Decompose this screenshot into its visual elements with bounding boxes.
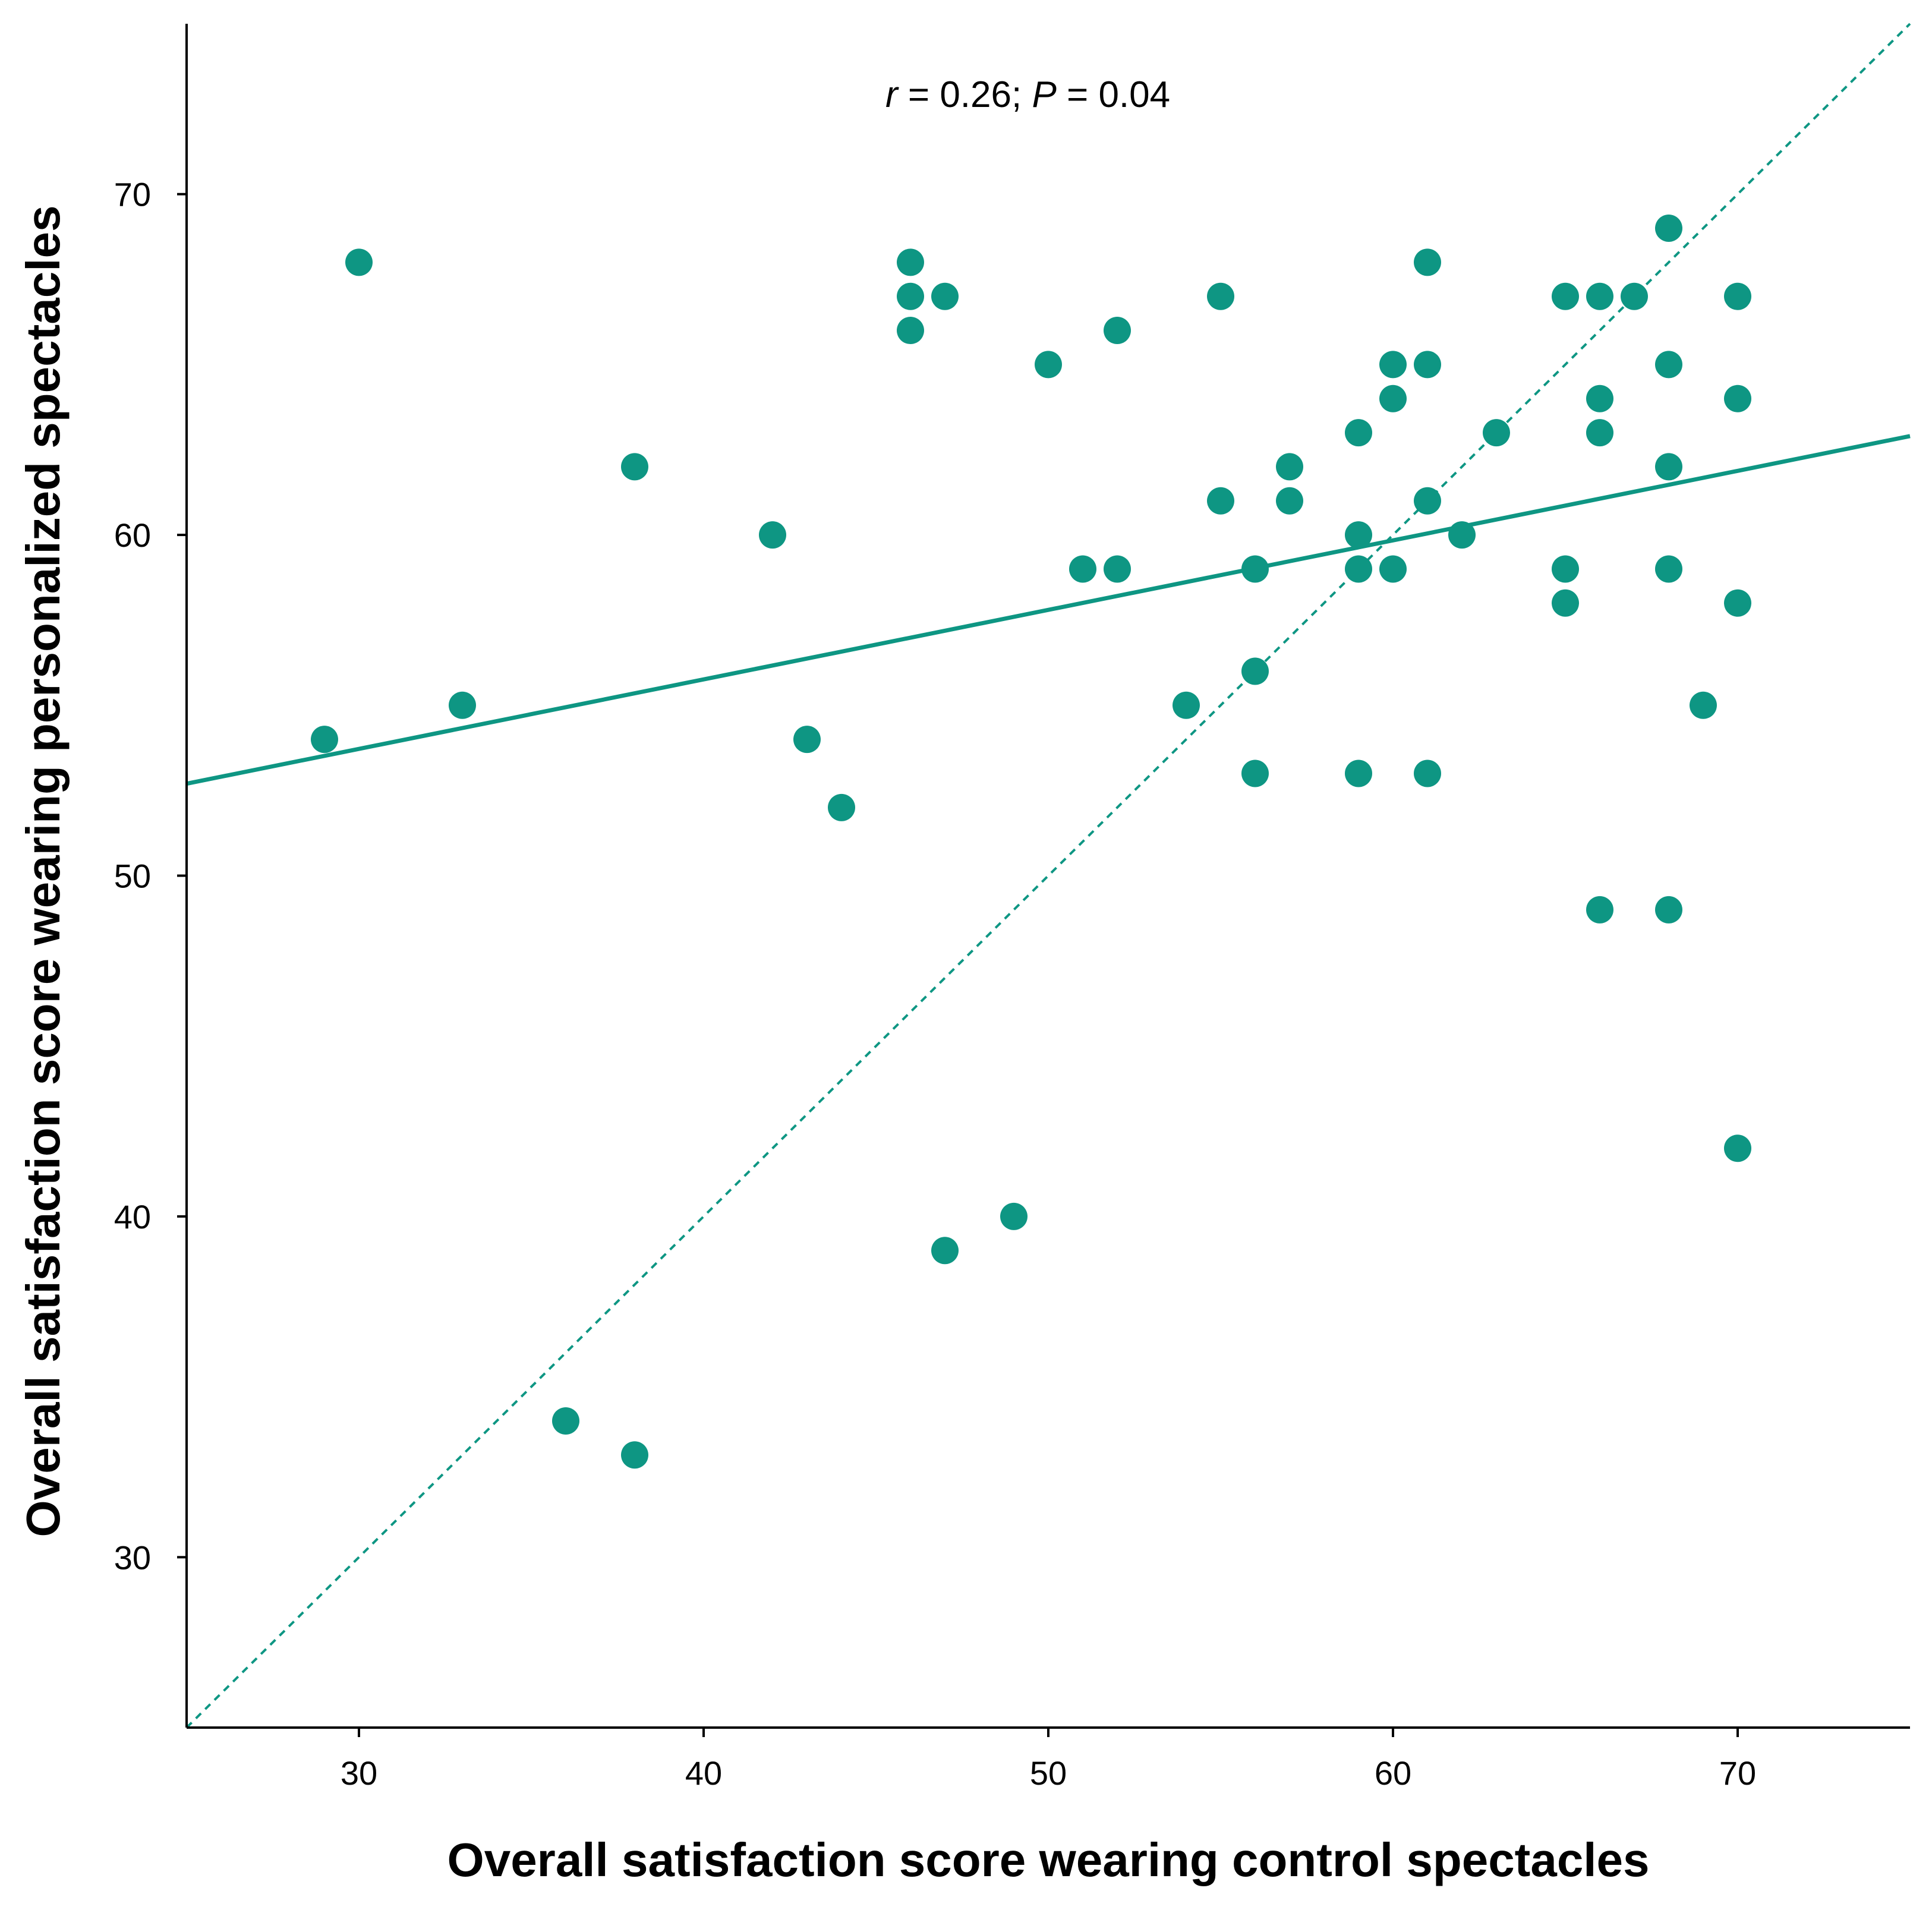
data-point [1104,555,1131,583]
data-point [311,726,338,754]
data-point [1724,282,1751,310]
data-point [552,1407,579,1435]
r-symbol: r [885,74,899,115]
data-point [1586,282,1613,310]
data-point [1241,759,1269,787]
x-ticks: 30 40 50 60 70 [341,1728,1756,1792]
data-point [931,282,959,310]
data-point [621,453,648,481]
data-point [828,793,855,821]
data-point [1724,1134,1751,1162]
x-tick-label: 40 [685,1754,722,1792]
x-tick-label: 70 [1719,1754,1756,1792]
data-point [1379,351,1407,379]
data-point [1655,215,1682,242]
data-point [1414,248,1441,276]
data-point [1276,487,1303,515]
data-point [1104,317,1131,345]
y-tick-label: 70 [114,176,151,213]
data-point [931,1237,959,1265]
data-point [1207,282,1234,310]
data-point [1414,759,1441,787]
data-point [1241,555,1269,583]
data-point [621,1441,648,1469]
data-point [1000,1202,1028,1230]
x-axis-title: Overall satisfaction score wearing contr… [447,1833,1649,1886]
data-point [1483,419,1510,447]
y-tick-label: 60 [114,516,151,554]
data-point [759,521,786,549]
y-tick-label: 30 [114,1539,151,1576]
data-point [1655,896,1682,924]
data-point [1552,555,1579,583]
data-point [1414,351,1441,379]
data-point [1621,282,1648,310]
correlation-annotation: r = 0.26; P = 0.04 [885,74,1170,115]
data-point [1345,759,1372,787]
data-points-layer [311,215,1751,1469]
identity-line [185,23,1911,1729]
data-point [1345,521,1372,549]
data-point [1069,555,1096,583]
y-tick-label: 40 [114,1198,151,1236]
y-ticks: 30 40 50 60 70 [114,176,187,1576]
data-point [1414,487,1441,515]
x-tick-label: 30 [341,1754,377,1792]
data-point [1586,385,1613,412]
data-point [1655,555,1682,583]
data-point [1552,589,1579,617]
data-point [1586,419,1613,447]
regression-line [186,434,1911,786]
data-point [897,317,924,345]
p-symbol: P [1032,74,1056,115]
data-point [1552,282,1579,310]
data-point [1724,385,1751,412]
r-value: = 0.26; [898,74,1032,115]
identity-line-layer [185,23,1911,1729]
y-axis-title: Overall satisfaction score wearing perso… [17,206,70,1537]
data-point [1276,453,1303,481]
data-point [1690,691,1717,719]
data-point [1655,453,1682,481]
data-point [897,248,924,276]
regression-line-layer [186,434,1911,786]
data-point [449,691,476,719]
data-point [1379,555,1407,583]
data-point [897,282,924,310]
p-value: = 0.04 [1057,74,1170,115]
data-point [345,248,373,276]
y-tick-label: 50 [114,858,151,895]
data-point [1379,385,1407,412]
data-point [1241,657,1269,685]
data-point [1173,691,1200,719]
data-point [1345,419,1372,447]
data-point [1724,589,1751,617]
data-point [1655,351,1682,379]
data-point [1035,351,1062,379]
x-tick-label: 60 [1375,1754,1411,1792]
data-point [793,726,821,754]
data-point [1448,521,1476,549]
data-point [1345,555,1372,583]
data-point [1207,487,1234,515]
data-point [1586,896,1613,924]
x-tick-label: 50 [1030,1754,1067,1792]
